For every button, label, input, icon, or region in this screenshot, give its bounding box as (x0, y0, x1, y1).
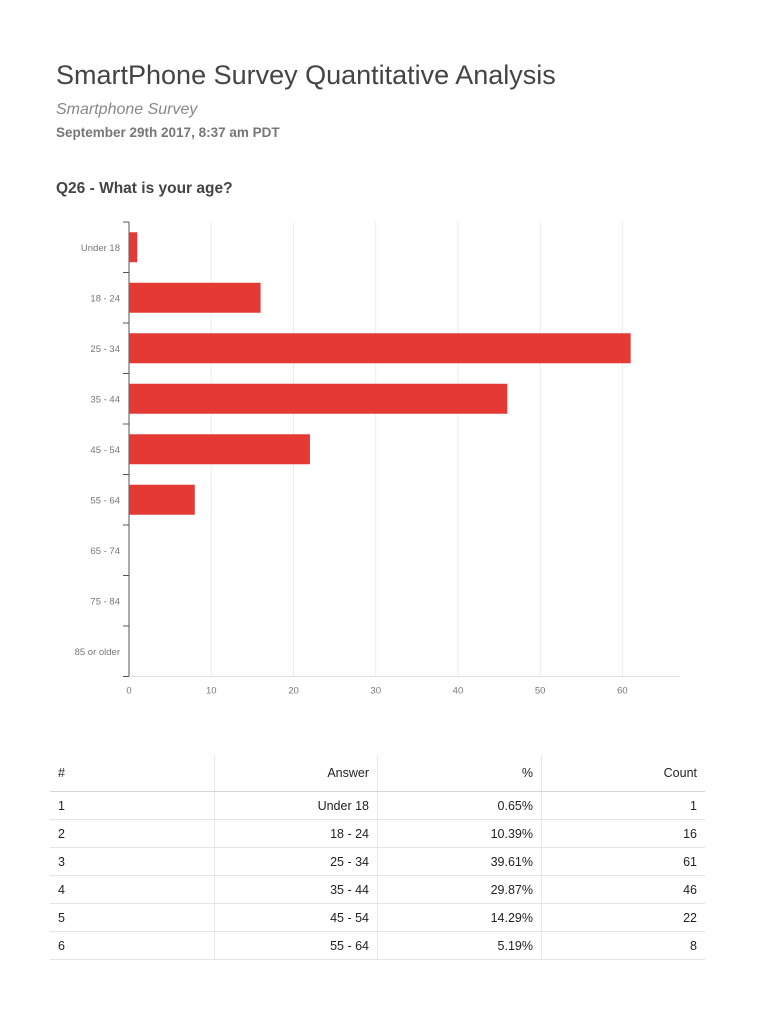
row-count: 22 (541, 903, 705, 932)
bar (129, 434, 310, 465)
row-number: 5 (50, 903, 215, 932)
x-tick-label: 0 (126, 686, 131, 697)
row-count: 61 (541, 847, 705, 876)
bar (129, 383, 508, 414)
category-label: 18 - 24 (90, 293, 120, 304)
row-count: 46 (541, 875, 705, 904)
survey-subtitle: Smartphone Survey (56, 101, 198, 118)
table-row: 4 35 - 44 29.87% 46 (50, 875, 705, 904)
header-number: # (50, 755, 215, 792)
row-percent: 5.19% (377, 931, 542, 960)
row-percent: 10.39% (377, 819, 542, 848)
header-answer: Answer (214, 755, 378, 792)
table-row: 1 Under 18 0.65% 1 (50, 791, 705, 820)
x-tick-label: 50 (535, 686, 546, 697)
bar (129, 333, 631, 364)
category-label: 35 - 44 (90, 394, 120, 405)
header-percent: % (377, 755, 542, 792)
table-header-row: # Answer % Count (50, 755, 705, 792)
row-count: 16 (541, 819, 705, 848)
age-bar-chart: Under 18 18 - 24 25 - 34 35 - 44 45 - 54 55 -… (75, 221, 680, 697)
x-tick-label: 10 (206, 686, 217, 697)
bar (129, 232, 138, 263)
row-percent: 39.61% (377, 847, 542, 876)
row-answer: 18 - 24 (214, 819, 378, 848)
bar (129, 282, 261, 313)
row-count: 8 (541, 931, 705, 960)
row-percent: 14.29% (377, 903, 542, 932)
table-row: 3 25 - 34 39.61% 61 (50, 847, 705, 876)
row-count: 1 (541, 791, 705, 820)
bar (129, 484, 195, 515)
table-row: 2 18 - 24 10.39% 16 (50, 819, 705, 848)
category-label: Under 18 (81, 243, 120, 254)
x-tick-label: 40 (453, 686, 464, 697)
category-label: 45 - 54 (90, 445, 120, 456)
category-label: 55 - 64 (90, 495, 120, 506)
results-table: # Answer % Count 1 Under 18 0.65% 1 2 18… (50, 755, 705, 960)
row-number: 3 (50, 847, 215, 876)
row-number: 1 (50, 791, 215, 820)
row-number: 6 (50, 931, 215, 960)
row-answer: Under 18 (214, 791, 378, 820)
row-percent: 0.65% (377, 791, 542, 820)
table-row: 5 45 - 54 14.29% 22 (50, 903, 705, 932)
page-title: SmartPhone Survey Quantitative Analysis (56, 60, 556, 90)
report-datetime: September 29th 2017, 8:37 am PDT (56, 125, 280, 140)
row-answer: 45 - 54 (214, 903, 378, 932)
header-count: Count (541, 755, 705, 792)
category-label: 65 - 74 (90, 546, 120, 557)
x-tick-label: 60 (617, 686, 628, 697)
row-number: 4 (50, 875, 215, 904)
category-label: 75 - 84 (90, 596, 120, 607)
row-number: 2 (50, 819, 215, 848)
category-label: 85 or older (75, 647, 120, 658)
row-answer: 35 - 44 (214, 875, 378, 904)
row-answer: 55 - 64 (214, 931, 378, 960)
x-tick-label: 30 (370, 686, 381, 697)
table-row: 6 55 - 64 5.19% 8 (50, 931, 705, 960)
row-percent: 29.87% (377, 875, 542, 904)
row-answer: 25 - 34 (214, 847, 378, 876)
x-tick-label: 20 (288, 686, 299, 697)
question-title: Q26 - What is your age? (56, 180, 233, 197)
category-label: 25 - 34 (90, 344, 120, 355)
